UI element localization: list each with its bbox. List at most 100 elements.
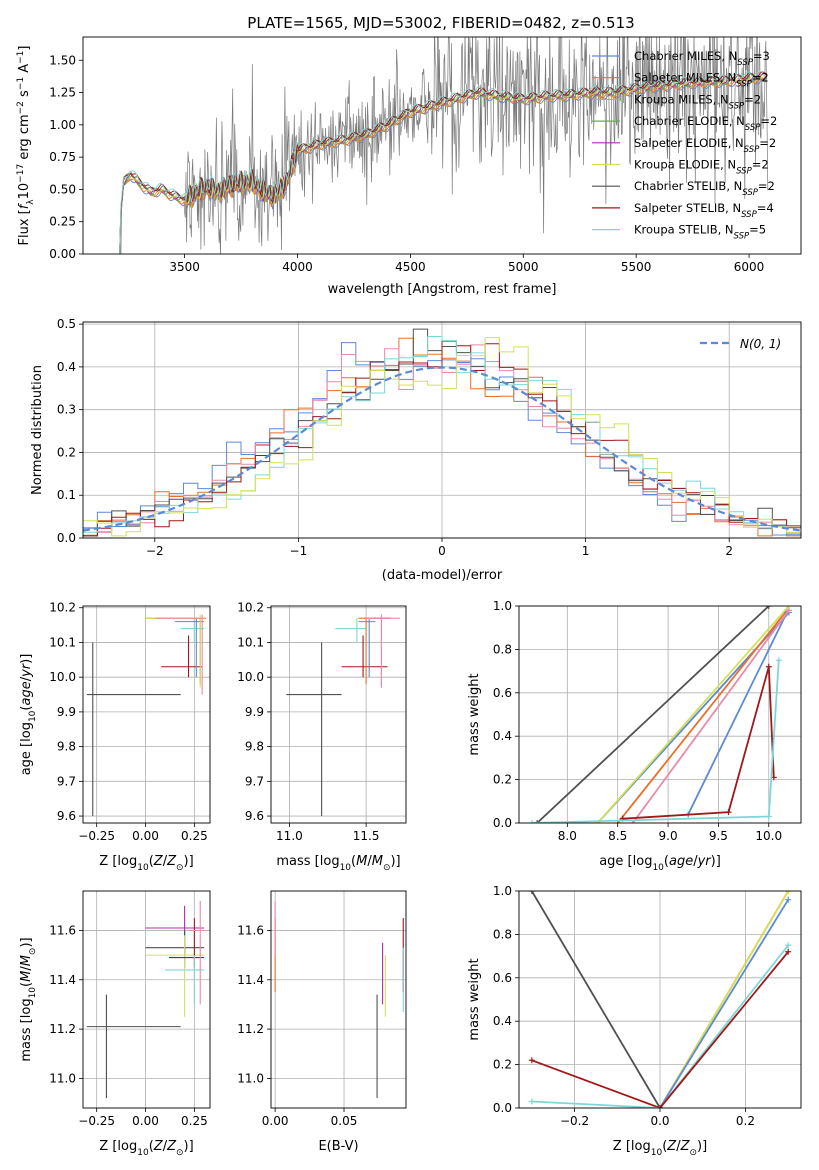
model-spectrum-line [116,72,768,254]
legend-tail: =2 [758,179,775,193]
axes-frame [82,605,211,824]
label-part: −2 [16,101,26,114]
label-part: log [19,722,34,742]
mass-weight-marker [765,663,772,670]
label-part: Z [ [99,1139,117,1154]
age-vs-mass-axes: 11.0 11.5 9.6 9.7 9.8 9.9 10.0 10.1 10.2 mass [lo… [237,601,407,873]
y-tick-label: 0.0 [493,816,512,830]
label-part: Normed distribution [30,365,45,495]
x-tick-label: −2 [146,544,164,558]
mass-weight-line [616,609,788,823]
legend-sub: SSP [741,210,757,220]
x-tick-label: 0.05 [331,1114,358,1128]
y-tick-label: 0.4 [57,360,76,374]
label-part: Z [166,1139,177,1154]
legend-tail: =4 [757,201,774,215]
massweight-vs-age-plot-area [529,606,792,823]
label-part: 10 [17,183,32,200]
x-tick-label: 4500 [395,260,426,274]
x-tick-label: 11.0 [276,829,303,843]
mass-weight-line [536,606,770,823]
legend-tail: =2 [744,92,761,106]
legend-sub: SSP [736,167,752,177]
x-tick-label: 0.00 [262,1114,289,1128]
massweight-vs-Z-axes: −0.2 0.0 0.20.00.20.40.60.81.0Z [log10(Z/Z… [467,884,802,1158]
legend-entry: Salpeter MILES, NSSP=2 [634,71,769,90]
legend-tail: =2 [752,71,769,85]
legend-tail: =2 [759,136,776,150]
label-part: / [676,1139,681,1154]
legend-entry: Salpeter STELIB, NSSP=4 [634,201,774,220]
y-tick-label: 11.2 [237,1022,264,1036]
label-part: ⊙ [689,1148,697,1158]
x-tick-label: 8.5 [608,829,627,843]
label-part: A [17,64,32,77]
legend-text: Chabrier ELODIE, N [634,114,745,128]
y-tick-label: 9.9 [57,705,76,719]
axes-frame [82,36,802,255]
label-part: ( [149,1139,154,1154]
legend-tail: =5 [749,223,766,237]
x-tick-label: 3500 [169,260,200,274]
y-tick-label: 11.4 [237,973,264,987]
label-part: mass [ [276,854,319,869]
label-part: )] [19,654,34,664]
label-part: E(B-V) [318,1139,358,1154]
legend-text: Kroupa MILES, N [634,92,729,106]
legend-text: Salpeter STELIB, N [634,201,741,215]
label-part: )] [184,854,194,869]
legend-tail: =3 [753,49,770,63]
y-tick-label: 11.4 [49,973,76,987]
x-tick-label: 2 [725,544,733,558]
label-part: ⊙ [383,863,391,873]
y-tick-label: 11.2 [49,1022,76,1036]
mass-vs-ebv-plot-area [274,900,404,1099]
label-part: M [19,971,34,982]
y-axis-label: Flux [fλ10−17 erg cm−2 s−1 A−1] [16,46,36,246]
x-axis-label: wavelength [Angstrom, rest frame] [328,282,557,297]
mass-weight-marker [528,1098,535,1105]
y-tick-label: 0.2 [493,1058,512,1072]
label-part: wavelength [Angstrom, rest frame] [328,282,557,297]
legend-text: Salpeter ELODIE, N [634,136,744,150]
label-part: ⊙ [176,863,184,873]
y-tick-label: 0.0 [57,531,76,545]
label-part: ⊙ [176,1148,184,1158]
mass-weight-line [531,1100,661,1108]
label-part: Z [666,1139,677,1154]
y-tick-label: 9.6 [57,809,76,823]
x-tick-label: 11.5 [353,829,380,843]
residuals-panel: −2 −1 0 1 2 0.0 0.1 0.2 0.3 0.4 0.5 N(0, 1) (data-mo… [30,317,802,583]
mass-weight-line [632,609,790,823]
mass-weight-marker [785,607,792,614]
x-axis-label: Z [log10(Z/Z⊙)] [613,1139,707,1158]
mass-weight-marker [785,896,792,903]
histogram-step [83,340,801,537]
y-tick-label: 11.0 [49,1071,76,1085]
label-part: / [19,966,34,971]
age-vs-mass-panel: 11.0 11.5 9.6 9.7 9.8 9.9 10.0 10.1 10.2 mass [lo… [237,601,407,873]
legend-entry: Kroupa ELODIE, NSSP=2 [634,158,769,177]
histogram-step [83,344,801,534]
label-part: age [669,854,693,869]
axes-frame [82,890,211,1109]
x-tick-label: −0.2 [560,1114,589,1128]
y-tick-label: 0.50 [49,182,76,196]
mass-weight-line [596,606,790,823]
label-part: / [163,1139,168,1154]
y-tick-label: 1.0 [493,884,512,898]
label-part: 10 [652,863,664,873]
label-part: (data-model)/error [382,568,503,583]
x-axis-label: Z [log10(Z/Z⊙)] [99,854,193,873]
y-tick-label: 9.9 [245,705,264,719]
mass-weight-line [532,660,780,823]
massweight-vs-Z-panel: −0.2 0.0 0.20.00.20.40.60.81.0Z [log10(Z/Z… [467,884,802,1158]
label-part: mass weight [467,673,482,755]
label-part: log [320,854,340,869]
legend-sub: SSP [737,58,753,68]
label-part: ] [17,46,32,51]
mass-weight-marker [775,657,782,664]
y-tick-label: 10.1 [49,635,76,649]
